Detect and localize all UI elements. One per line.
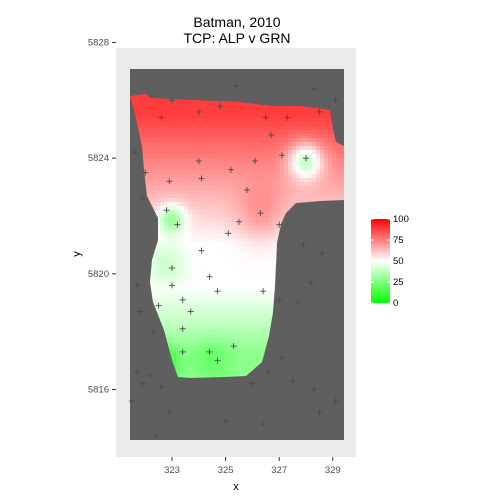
y-tick-label: 5820 [88, 269, 109, 280]
y-tick-label: 5816 [88, 385, 109, 396]
booth-point [300, 241, 307, 248]
legend: 100 75 50 25 0 [371, 214, 409, 309]
booth-point [147, 372, 154, 379]
booth-point [252, 158, 259, 165]
x-axis-ticks: 323 325 327 329 [164, 457, 341, 476]
booth-point [265, 369, 272, 376]
booth-point [249, 380, 256, 387]
booth-point [179, 296, 186, 303]
booth-point [289, 377, 296, 384]
booth-point [332, 398, 339, 405]
legend-tick-label: 50 [393, 256, 404, 267]
booth-point [222, 418, 229, 425]
booth-point [260, 421, 267, 428]
booth-point [214, 288, 221, 295]
booth-point [311, 85, 318, 92]
booth-point [174, 221, 181, 228]
booth-point [284, 114, 291, 121]
booth-point [195, 158, 202, 165]
x-tick-label: 329 [325, 465, 341, 476]
booth-point [276, 221, 283, 228]
booth-point [169, 265, 175, 272]
booth-point [278, 152, 285, 159]
booth-point [206, 273, 213, 280]
booth-point [179, 325, 186, 332]
booth-point [169, 282, 175, 289]
booth-point [163, 207, 170, 214]
booth-point [319, 250, 326, 257]
booth-point [262, 114, 269, 121]
booth-point [260, 288, 267, 295]
y-axis-ticks: 5816 5820 5824 5828 [88, 37, 116, 396]
booth-point [225, 230, 232, 237]
booth-point [332, 97, 339, 104]
booth-points [128, 82, 339, 439]
legend-ticks: 100 75 50 25 0 [371, 214, 409, 309]
legend-tick-label: 100 [393, 214, 409, 225]
booth-point [128, 398, 135, 405]
booth-point [244, 186, 251, 193]
booth-point [233, 82, 240, 89]
plot-surface [128, 69, 344, 440]
x-tick-label: 323 [164, 465, 180, 476]
booth-point [134, 369, 141, 376]
x-axis-title: x [233, 481, 239, 493]
booth-point [134, 282, 141, 289]
legend-tick-label: 25 [393, 277, 404, 288]
booth-point [179, 348, 186, 355]
booth-point [158, 114, 165, 121]
booth-point [257, 210, 264, 217]
chart-subtitle: TCP: ALP v GRN [183, 30, 290, 46]
booth-point [227, 166, 234, 173]
booth-point [276, 296, 283, 303]
y-tick-label: 5828 [88, 37, 109, 48]
booth-point [152, 432, 159, 439]
booth-point [139, 195, 146, 202]
booth-point [166, 409, 173, 416]
booth-point [198, 175, 205, 182]
legend-colorbar [371, 219, 390, 303]
booth-point [316, 108, 323, 115]
booth-point [169, 97, 175, 104]
booth-point [155, 302, 162, 309]
y-axis-title: y [71, 251, 83, 257]
booth-point [187, 308, 194, 315]
booth-point [236, 218, 242, 225]
y-tick-label: 5824 [88, 153, 109, 164]
booth-point [131, 149, 138, 156]
booth-point [142, 169, 149, 176]
booth-point [294, 299, 301, 306]
booth-point [308, 279, 315, 286]
x-tick-label: 325 [218, 465, 234, 476]
booth-point [195, 108, 202, 115]
chart-title-block: Batman, 2010 TCP: ALP v GRN [183, 14, 290, 46]
booth-point [316, 409, 323, 416]
booth-point [166, 178, 173, 185]
booth-point [217, 103, 224, 110]
booth-point [311, 386, 318, 393]
booth-point [303, 155, 309, 162]
x-tick-label: 327 [271, 465, 287, 476]
booth-point [158, 383, 165, 390]
booth-point [268, 132, 275, 139]
booth-point [139, 380, 146, 387]
chart-title: Batman, 2010 [193, 14, 280, 30]
booth-point [278, 354, 285, 361]
booth-point [206, 348, 213, 355]
booth-point [198, 247, 205, 254]
legend-tick-label: 0 [393, 298, 398, 309]
booth-point [230, 343, 237, 350]
legend-tick-label: 75 [393, 235, 404, 246]
booth-point [150, 328, 157, 335]
booth-point [136, 308, 143, 315]
booth-point [214, 357, 221, 364]
